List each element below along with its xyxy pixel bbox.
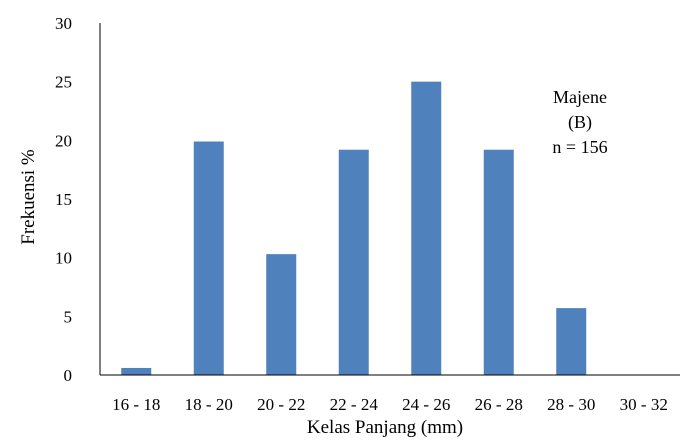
y-axis-title: Frekuensi %	[18, 149, 39, 245]
x-tick-label: 24 - 26	[402, 395, 450, 414]
bar	[411, 81, 442, 376]
x-tick-label: 20 - 22	[257, 395, 305, 414]
x-tick-label: 18 - 20	[185, 395, 233, 414]
x-tick-labels: 16 - 18 18 - 20 20 - 22 22 - 24 24 - 26 26 - …	[112, 395, 668, 414]
bar	[338, 149, 369, 375]
y-tick-label: 0	[64, 366, 73, 385]
y-tick-label: 15	[55, 190, 72, 209]
y-tick-label: 30	[55, 14, 72, 33]
x-tick-label: 22 - 24	[330, 395, 379, 414]
y-tick-label: 20	[55, 131, 72, 150]
bar	[483, 149, 514, 375]
y-tick-label: 25	[55, 73, 72, 92]
chart-annotation: Majene (B) n = 156	[552, 87, 607, 157]
x-tick-label: 16 - 18	[112, 395, 160, 414]
y-tick-label: 5	[64, 307, 73, 326]
annotation-line-3: n = 156	[552, 137, 607, 157]
y-tick-label: 10	[55, 249, 72, 268]
annotation-line-1: Majene	[553, 87, 607, 107]
bar	[266, 254, 297, 375]
y-tick-labels: 0 5 10 15 20 25 30	[55, 14, 72, 385]
bar	[121, 367, 152, 375]
bar	[556, 308, 587, 375]
x-axis-title: Kelas Panjang (mm)	[307, 417, 463, 438]
x-tick-label: 28 - 30	[547, 395, 595, 414]
bar	[193, 141, 224, 375]
bars-group	[121, 81, 587, 376]
x-tick-label: 26 - 28	[475, 395, 523, 414]
x-tick-label: 30 - 32	[620, 395, 668, 414]
annotation-line-2: (B)	[568, 112, 592, 133]
